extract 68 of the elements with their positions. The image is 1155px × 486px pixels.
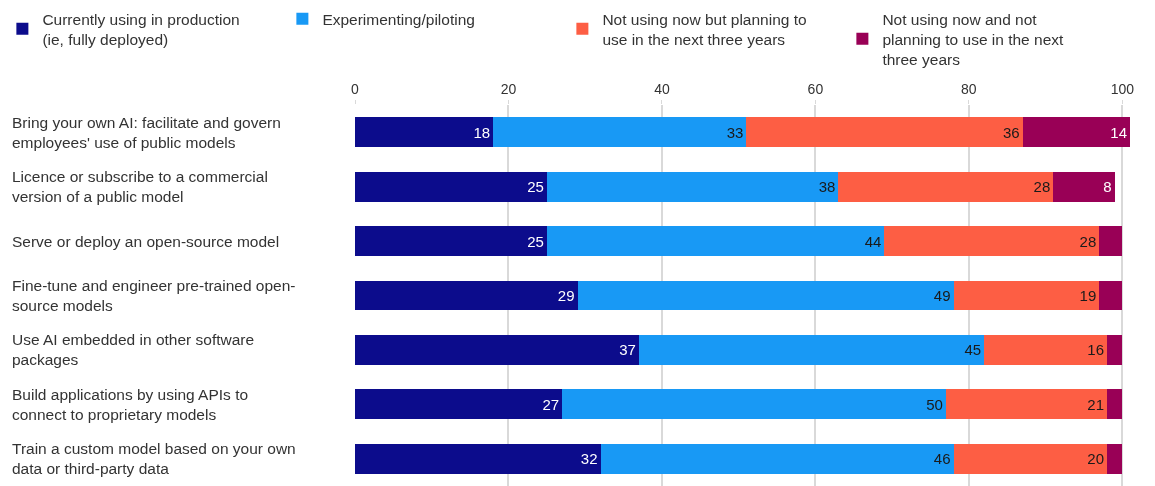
bar: [577, 280, 954, 311]
data-label: 16: [1087, 341, 1104, 359]
data-label: 25: [527, 178, 544, 196]
data-label: 29: [557, 287, 575, 304]
data-label: 33: [726, 123, 744, 141]
bar: [1099, 226, 1123, 257]
x-tick-label: 80: [961, 81, 977, 98]
bar: [638, 334, 985, 365]
legend-label: Not using now but planning to use in the next three years: [602, 10, 807, 48]
bar: [884, 226, 1100, 257]
bar: [838, 171, 1054, 202]
x-tick-label: 20: [500, 81, 517, 98]
data-label: 49: [933, 287, 951, 304]
x-tick-label: 60: [807, 81, 824, 98]
bar: [562, 389, 946, 420]
legend-label: Currently using in production (ie, fully deployed): [42, 10, 240, 48]
y-tick-label: Fine-tune and engineer pre-trained open-source models: [12, 277, 296, 315]
data-label: 19: [1079, 287, 1097, 304]
y-tick-label: Bring your own AI: facilitate and govern employees' use of public models: [12, 114, 281, 152]
y-tick-label: Use AI embedded in other software packages: [12, 331, 255, 369]
bar: [1106, 443, 1123, 474]
x-tick-label: 40: [654, 81, 670, 98]
data-label: 32: [580, 450, 598, 468]
bar: [546, 171, 839, 202]
bar: [953, 280, 1100, 311]
y-tick-label: Train a custom model based on your own data or third-party data: [12, 440, 296, 478]
data-label: 20: [1087, 450, 1104, 468]
bar: [355, 226, 547, 257]
data-label: 36: [1002, 123, 1020, 141]
y-tick-label: Licence or subscribe to a commercial version of a public model: [12, 168, 268, 206]
data-label: 44: [864, 232, 882, 250]
y-tick-label: Build applications by using APIs to connect to proprietary models: [12, 386, 249, 424]
data-label: 38: [818, 178, 836, 196]
bar: [953, 443, 1107, 474]
data-label: 50: [926, 395, 943, 413]
data-label: 25: [527, 232, 544, 250]
data-label: 14: [1110, 123, 1127, 141]
data-label: 8: [1103, 178, 1112, 196]
bar: [355, 443, 601, 474]
bar: [1022, 117, 1130, 148]
bar: [355, 334, 639, 365]
data-label: 37: [619, 341, 636, 359]
bar: [355, 117, 494, 148]
bar: [1106, 334, 1123, 365]
bar: [355, 389, 563, 420]
legend-label: Not using now and not planning to use in the next three years: [882, 10, 1065, 69]
bar: [355, 280, 578, 311]
data-label: 45: [964, 341, 982, 359]
y-tick-label: Serve or deploy an open-source model: [12, 233, 280, 250]
bar: [1053, 171, 1115, 202]
data-label: 18: [473, 123, 491, 141]
bar: [493, 117, 747, 148]
bar: [546, 226, 885, 257]
bar: [945, 389, 1107, 420]
bar: [355, 171, 547, 202]
data-label: 27: [542, 395, 560, 413]
legend-label: Experimenting/piloting: [322, 10, 475, 28]
bar: [1106, 389, 1123, 420]
data-label: 28: [1033, 178, 1051, 196]
bar: [984, 334, 1107, 365]
data-label: 21: [1087, 395, 1104, 413]
bar: [746, 117, 1023, 148]
x-tick-label: 100: [1110, 81, 1135, 98]
bar: [600, 443, 954, 474]
bar: [1099, 280, 1123, 311]
data-label: 28: [1079, 232, 1097, 250]
x-tick-label: 0: [351, 81, 360, 98]
data-label: 46: [933, 450, 951, 468]
